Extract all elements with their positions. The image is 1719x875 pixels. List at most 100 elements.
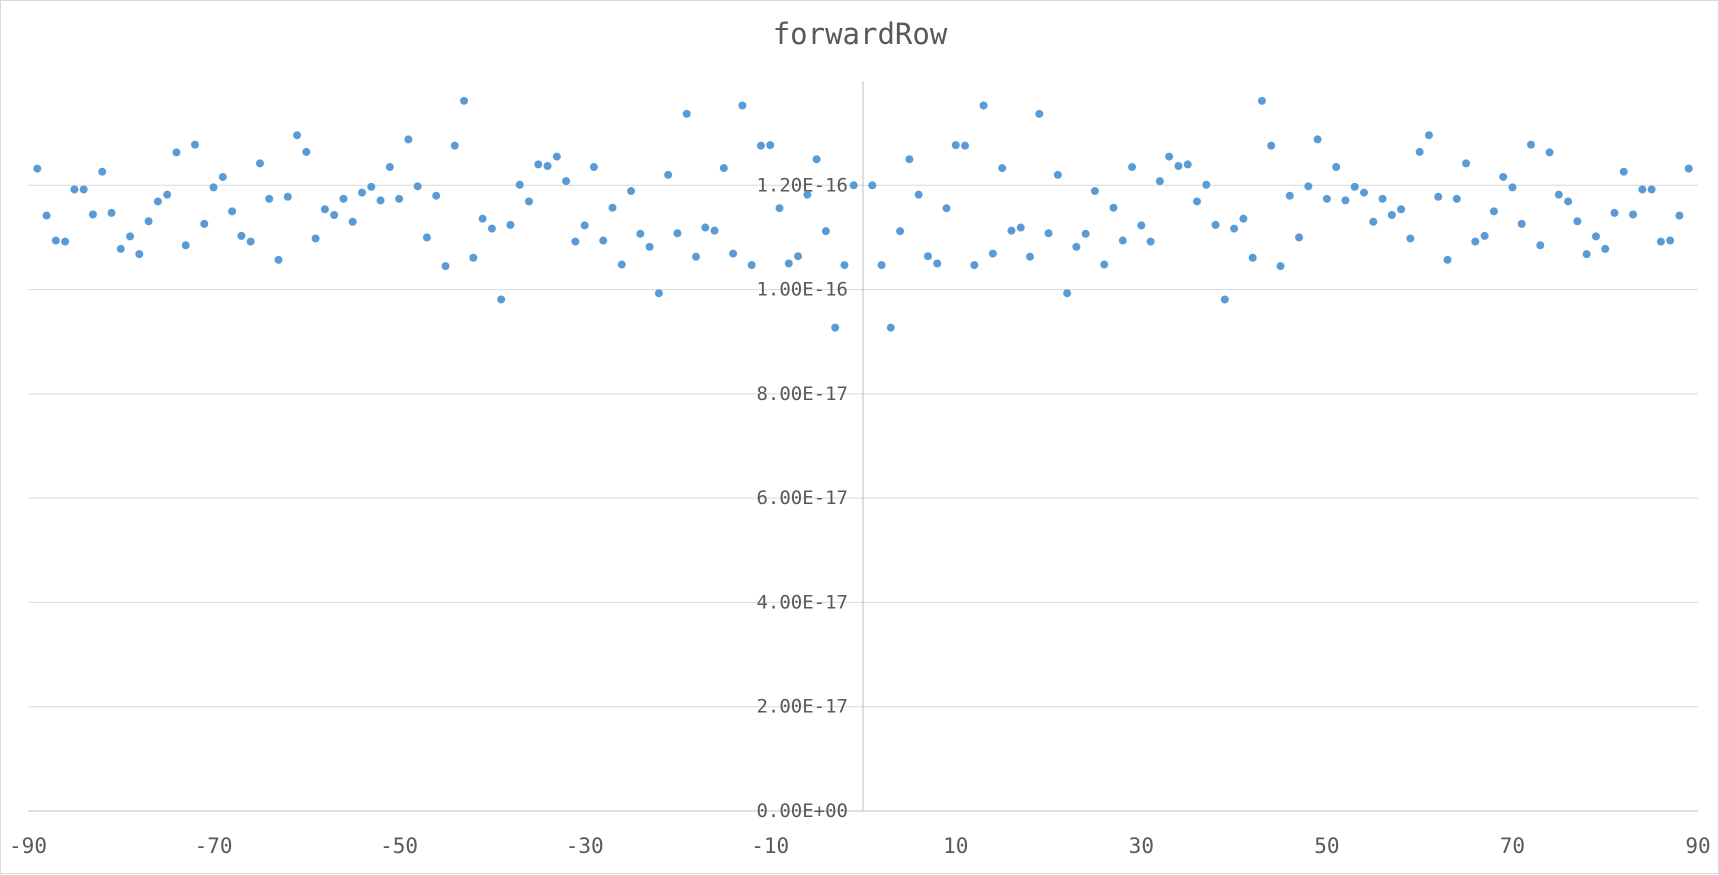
data-point (311, 234, 320, 243)
data-point (116, 244, 125, 253)
data-point (627, 187, 636, 196)
data-point (358, 188, 366, 197)
data-point (1369, 217, 1378, 226)
data-point (868, 181, 877, 190)
y-tick-label: 1.00E-16 (756, 279, 848, 301)
x-tick-label: -90 (9, 834, 47, 858)
data-point (654, 289, 663, 298)
y-tick-label: 0.00E+00 (756, 800, 848, 822)
data-point (1397, 205, 1406, 214)
data-point (1183, 160, 1192, 169)
data-point (460, 96, 469, 105)
data-point (886, 323, 895, 332)
data-point (1499, 172, 1508, 181)
data-point (33, 164, 42, 173)
data-point (1536, 241, 1545, 250)
x-tick-label: -10 (751, 834, 789, 858)
x-tick-label: 70 (1500, 834, 1525, 858)
data-point (1230, 224, 1239, 233)
data-point (1462, 159, 1471, 168)
data-point (367, 182, 376, 191)
data-point (1128, 163, 1137, 172)
data-point (1610, 208, 1619, 217)
data-point (543, 161, 552, 170)
data-point (701, 223, 710, 232)
data-point (376, 196, 385, 205)
data-point (1332, 163, 1341, 172)
data-point (172, 148, 181, 157)
data-point (1471, 237, 1480, 246)
y-tick-label: 4.00E-17 (756, 591, 848, 613)
data-point (961, 141, 970, 150)
data-point (228, 207, 237, 216)
data-point (1165, 152, 1174, 161)
y-tick-label: 8.00E-17 (756, 383, 848, 405)
data-point (1248, 253, 1257, 262)
data-point (664, 170, 673, 179)
data-point (1360, 188, 1368, 197)
data-point (794, 252, 803, 261)
data-point (729, 249, 738, 258)
data-point (942, 204, 951, 213)
data-point (1109, 203, 1118, 212)
data-point (1322, 194, 1331, 203)
data-point (283, 192, 292, 201)
data-point (1666, 236, 1675, 245)
data-point (933, 259, 942, 268)
x-tick-label: -30 (566, 834, 604, 858)
data-point (144, 217, 153, 226)
data-point (1638, 185, 1647, 194)
data-point (747, 261, 756, 270)
y-tick-label: 1.20E-16 (756, 174, 848, 196)
data-point (1081, 229, 1090, 238)
data-point (719, 164, 728, 173)
data-point (1684, 164, 1693, 173)
data-point (617, 260, 626, 269)
data-point (153, 197, 162, 206)
data-point (849, 181, 858, 190)
data-point (51, 236, 60, 245)
data-point (775, 204, 784, 213)
data-point (692, 252, 700, 261)
data-point (571, 237, 580, 246)
data-point (589, 163, 598, 172)
data-point (1118, 236, 1127, 245)
data-point (645, 242, 654, 251)
data-point (979, 101, 988, 110)
data-point (1090, 187, 1099, 196)
data-point (1174, 161, 1183, 170)
data-point (1276, 262, 1285, 271)
data-point (1100, 260, 1109, 269)
data-point (209, 183, 218, 192)
data-point (1304, 182, 1313, 191)
data-point (580, 221, 589, 230)
data-point (432, 191, 441, 200)
data-point (478, 214, 487, 223)
data-point (821, 227, 830, 236)
data-point (1295, 233, 1304, 242)
data-point (1508, 183, 1517, 192)
data-point (803, 190, 812, 199)
y-tick-label: 2.00E-17 (756, 696, 848, 718)
data-point (562, 177, 571, 186)
data-point (636, 229, 645, 238)
data-point (330, 211, 339, 220)
data-point (126, 232, 135, 241)
data-point (1434, 192, 1443, 201)
data-point (896, 227, 905, 236)
data-point (525, 197, 533, 206)
data-point (1415, 147, 1424, 156)
data-point (293, 131, 302, 140)
data-point (1016, 223, 1025, 232)
data-point (784, 259, 793, 268)
data-point (200, 219, 209, 228)
data-point (1211, 220, 1220, 229)
data-point (1220, 295, 1229, 304)
data-point (812, 155, 821, 164)
data-point (1267, 141, 1276, 150)
data-point (88, 210, 97, 219)
data-point (710, 226, 719, 235)
data-point (1026, 252, 1034, 261)
data-point (1480, 231, 1489, 240)
